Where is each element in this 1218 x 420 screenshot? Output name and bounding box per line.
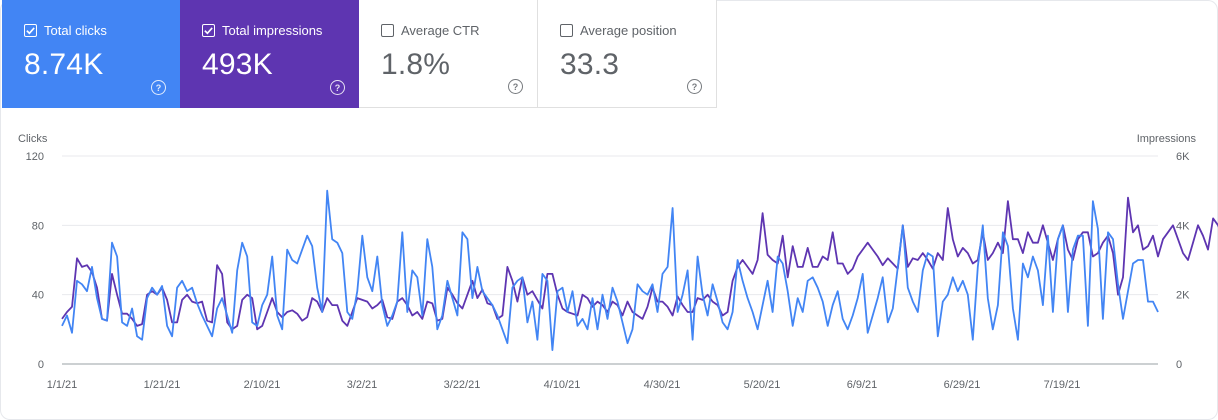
- average-position-label: Average position: [580, 22, 677, 38]
- average-ctr-label: Average CTR: [401, 22, 480, 38]
- total-clicks-value: 8.74K: [24, 48, 104, 81]
- x-tick-label: 7/19/21: [1044, 379, 1081, 391]
- left-tick-label: 0: [38, 359, 44, 371]
- average-ctr-card[interactable]: Average CTR 1.8% ?: [359, 0, 538, 108]
- right-tick-label: 6K: [1176, 151, 1190, 163]
- x-tick-label: 5/20/21: [744, 379, 781, 391]
- total-clicks-header: Total clicks: [24, 22, 180, 38]
- x-tick-label: 1/1/21: [47, 379, 78, 391]
- impressions-line: [61, 196, 1218, 331]
- average-ctr-header: Average CTR: [381, 22, 537, 38]
- right-tick-label: 0: [1176, 359, 1182, 371]
- average-position-value: 33.3: [560, 48, 620, 81]
- total-impressions-checkbox[interactable]: [202, 23, 215, 37]
- checkmark-icon: [26, 26, 35, 34]
- x-tick-label: 3/22/21: [444, 379, 481, 391]
- average-ctr-value: 1.8%: [381, 48, 451, 81]
- total-impressions-card[interactable]: Total impressions 493K ?: [180, 0, 359, 108]
- performance-chart[interactable]: 0 0 40 2K 80 4K 120 6K Clicks Impressions 1/1/21 1/…: [0, 108, 1218, 420]
- help-icon[interactable]: ?: [151, 80, 166, 95]
- help-icon[interactable]: ?: [687, 79, 702, 94]
- total-clicks-card[interactable]: Total clicks 8.74K ?: [2, 0, 180, 108]
- total-clicks-label: Total clicks: [44, 22, 107, 38]
- left-tick-label: 80: [32, 220, 44, 232]
- total-clicks-checkbox[interactable]: [24, 23, 37, 37]
- x-tick-label: 4/10/21: [544, 379, 581, 391]
- checkmark-icon: [204, 26, 213, 34]
- total-impressions-header: Total impressions: [202, 22, 359, 38]
- total-impressions-label: Total impressions: [222, 22, 323, 38]
- average-ctr-checkbox[interactable]: [381, 23, 394, 37]
- x-tick-label: 6/29/21: [944, 379, 981, 391]
- help-icon[interactable]: ?: [330, 80, 345, 95]
- average-position-header: Average position: [560, 22, 716, 38]
- right-axis-title: Impressions: [1137, 133, 1197, 145]
- x-tick-label: 1/21/21: [144, 379, 181, 391]
- average-position-card[interactable]: Average position 33.3 ?: [538, 0, 717, 108]
- clicks-line: [61, 189, 1159, 352]
- x-tick-label: 3/2/21: [347, 379, 378, 391]
- right-tick-label: 2K: [1176, 290, 1190, 302]
- average-position-checkbox[interactable]: [560, 23, 573, 37]
- x-tick-label: 2/10/21: [244, 379, 281, 391]
- x-tick-label: 4/30/21: [644, 379, 681, 391]
- left-tick-label: 120: [26, 151, 44, 163]
- left-tick-label: 40: [32, 290, 44, 302]
- right-tick-label: 4K: [1176, 220, 1190, 232]
- total-impressions-value: 493K: [202, 48, 273, 81]
- left-axis-title: Clicks: [18, 133, 48, 145]
- help-icon[interactable]: ?: [508, 79, 523, 94]
- x-tick-label: 6/9/21: [847, 379, 878, 391]
- metric-cards: Total clicks 8.74K ? Total impressions 4…: [2, 0, 717, 108]
